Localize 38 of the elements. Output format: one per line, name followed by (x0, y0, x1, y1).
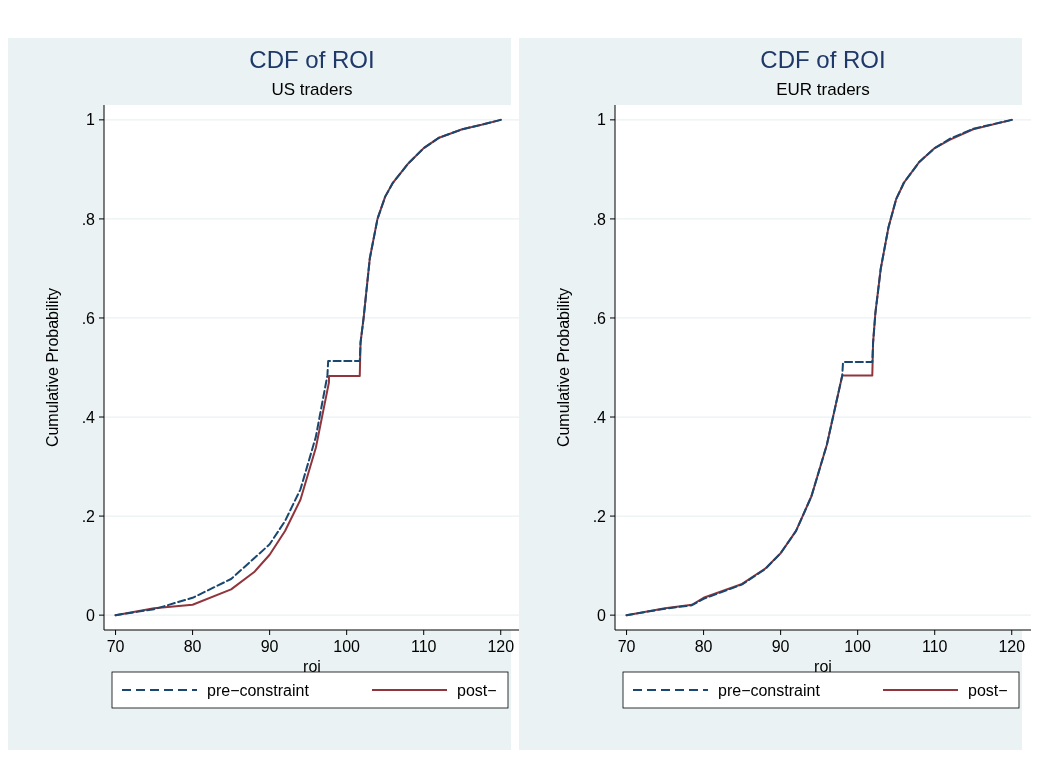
x-tick-label: 70 (106, 638, 125, 655)
line-series (114, 118, 502, 617)
x-tick-label: 110 (410, 638, 437, 655)
y-tick-label: .4 (592, 408, 607, 426)
x-tick-label: 70 (617, 638, 636, 655)
y-tick-label: .6 (592, 309, 607, 327)
x-axis-title: roi (814, 658, 832, 675)
legend-label: post− (968, 681, 1008, 699)
x-tick-label: 100 (844, 638, 872, 655)
y-tick-label: .2 (81, 507, 96, 525)
y-tick-label: .8 (81, 210, 96, 228)
x-tick-label: 120 (998, 638, 1026, 655)
y-tick-label: .4 (81, 408, 96, 426)
y-tick-label: 1 (86, 111, 96, 129)
x-tick-label: 90 (771, 638, 790, 655)
x-tick-label: 80 (694, 638, 713, 655)
chart-subtitle: US traders (271, 80, 353, 99)
chart-title: CDF of ROI (760, 46, 886, 73)
x-axis-title: roi (303, 658, 321, 675)
x-tick-label: 90 (260, 638, 279, 655)
chart-title: CDF of ROI (249, 46, 375, 73)
x-tick-label: 80 (183, 638, 202, 655)
x-tick-label: 110 (921, 638, 948, 655)
y-tick-label: .8 (592, 210, 607, 228)
chart-subtitle: EUR traders (776, 80, 870, 99)
x-tick-label: 120 (487, 638, 515, 655)
y-axis-title: Cumulative Probability (44, 287, 61, 448)
y-tick-label: .2 (592, 507, 607, 525)
y-tick-label: .6 (81, 309, 96, 327)
legend-label: pre−constraint (718, 681, 821, 699)
y-tick-label: 0 (86, 606, 96, 624)
legend-label: pre−constraint (207, 681, 310, 699)
y-tick-label: 1 (597, 111, 607, 129)
line-series (625, 118, 1013, 617)
y-tick-label: 0 (597, 606, 607, 624)
y-axis-title: Cumulative Probability (555, 287, 572, 448)
x-tick-label: 100 (333, 638, 361, 655)
legend-label: post− (457, 681, 497, 699)
